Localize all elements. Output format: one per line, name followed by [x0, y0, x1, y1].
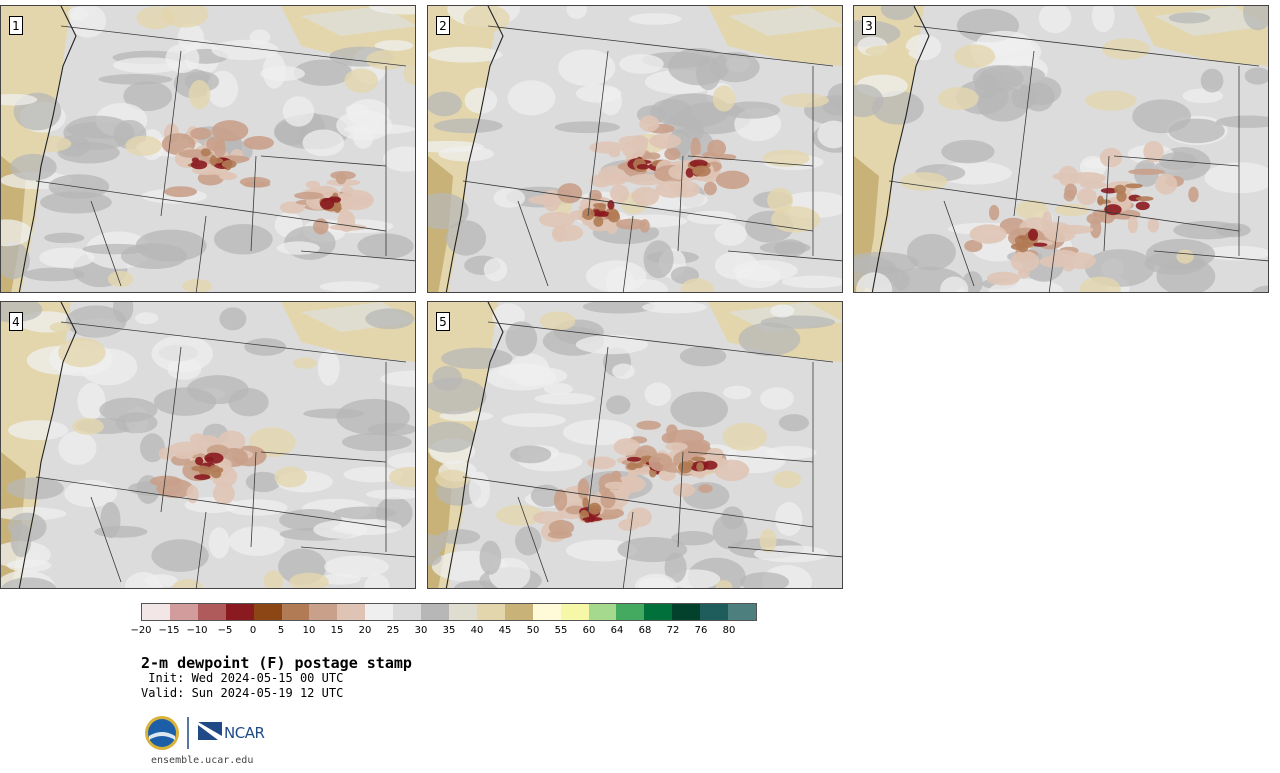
colorbar-swatch: [253, 604, 282, 620]
colorbar-tick-label: 5: [277, 625, 285, 636]
colorbar-tick-label: 35: [442, 625, 456, 636]
colorbar-swatch: [393, 604, 422, 620]
colorbar-ticks: −20 −15 −10 −5 0 5 10 15 20 25 30 35 40 45 50 55 60 64 68 7…: [0, 625, 900, 639]
dewpoint-map: [428, 302, 842, 588]
colorbar-swatch: [421, 604, 449, 620]
colorbar-tick-label: 60: [582, 625, 596, 636]
plot-title: 2-m dewpoint (F) postage stamp: [141, 654, 412, 672]
ncar-logo-icon: [198, 722, 222, 736]
colorbar-swatch: [337, 604, 366, 620]
panel-number: 3: [862, 16, 876, 35]
stamp-panel-2[interactable]: 2: [427, 5, 843, 293]
dewpoint-map: [1, 6, 415, 292]
stamp-panel-3[interactable]: 3: [853, 5, 1269, 293]
colorbar-swatch: [142, 604, 170, 620]
colorbar-swatch: [225, 604, 254, 620]
colorbar-tick-label: 45: [498, 625, 512, 636]
colorbar-swatch: [281, 604, 310, 620]
colorbar-tick-label: −20: [130, 625, 152, 636]
colorbar-swatch: [672, 604, 701, 620]
stamp-panel-5[interactable]: 5: [427, 301, 843, 589]
colorbar-swatch: [197, 604, 226, 620]
stamp-panel-1[interactable]: 1: [0, 5, 416, 293]
dewpoint-map: [1, 302, 415, 588]
colorbar-tick-label: −15: [158, 625, 180, 636]
colorbar-swatch: [588, 604, 617, 620]
valid-time: Valid: Sun 2024-05-19 12 UTC: [141, 686, 344, 700]
ncar-logo-text: NCAR: [224, 724, 265, 742]
colorbar-swatch: [532, 604, 561, 620]
colorbar-tick-label: 50: [526, 625, 540, 636]
site-url[interactable]: ensemble.ucar.edu: [151, 755, 254, 766]
colorbar-tick-label: −5: [217, 625, 233, 636]
colorbar-tick-label: 15: [330, 625, 344, 636]
dewpoint-map: [428, 6, 842, 292]
colorbar: [141, 603, 757, 621]
dewpoint-map: [854, 6, 1268, 292]
colorbar-swatch: [700, 604, 729, 620]
colorbar-tick-label: 30: [414, 625, 428, 636]
colorbar-tick-label: 64: [610, 625, 624, 636]
colorbar-tick-label: 68: [638, 625, 652, 636]
colorbar-tick-label: 72: [666, 625, 680, 636]
colorbar-tick-label: −10: [186, 625, 208, 636]
stamp-panel-4[interactable]: 4: [0, 301, 416, 589]
colorbar-tick-label: 80: [722, 625, 736, 636]
panel-number: 2: [436, 16, 450, 35]
colorbar-swatch: [644, 604, 673, 620]
colorbar-swatch: [560, 604, 589, 620]
colorbar-swatch: [504, 604, 533, 620]
colorbar-tick-label: 0: [249, 625, 257, 636]
colorbar-tick-label: 76: [694, 625, 708, 636]
logo-group: [145, 716, 222, 750]
init-time: Init: Wed 2024-05-15 00 UTC: [141, 671, 344, 685]
colorbar-swatch: [448, 604, 477, 620]
panel-number: 5: [436, 312, 450, 331]
colorbar-swatch: [309, 604, 338, 620]
colorbar-swatch: [616, 604, 645, 620]
colorbar-tick-label: 10: [302, 625, 316, 636]
colorbar-swatch: [365, 604, 394, 620]
colorbar-tick-label: 40: [470, 625, 484, 636]
colorbar-tick-label: 25: [386, 625, 400, 636]
panel-number: 1: [9, 16, 23, 35]
colorbar-tick-label: 20: [358, 625, 372, 636]
colorbar-swatch: [169, 604, 198, 620]
colorbar-swatch: [728, 604, 756, 620]
nsf-logo-icon: [145, 716, 179, 750]
colorbar-tick-label: 55: [554, 625, 568, 636]
colorbar-swatch: [476, 604, 505, 620]
panel-number: 4: [9, 312, 23, 331]
